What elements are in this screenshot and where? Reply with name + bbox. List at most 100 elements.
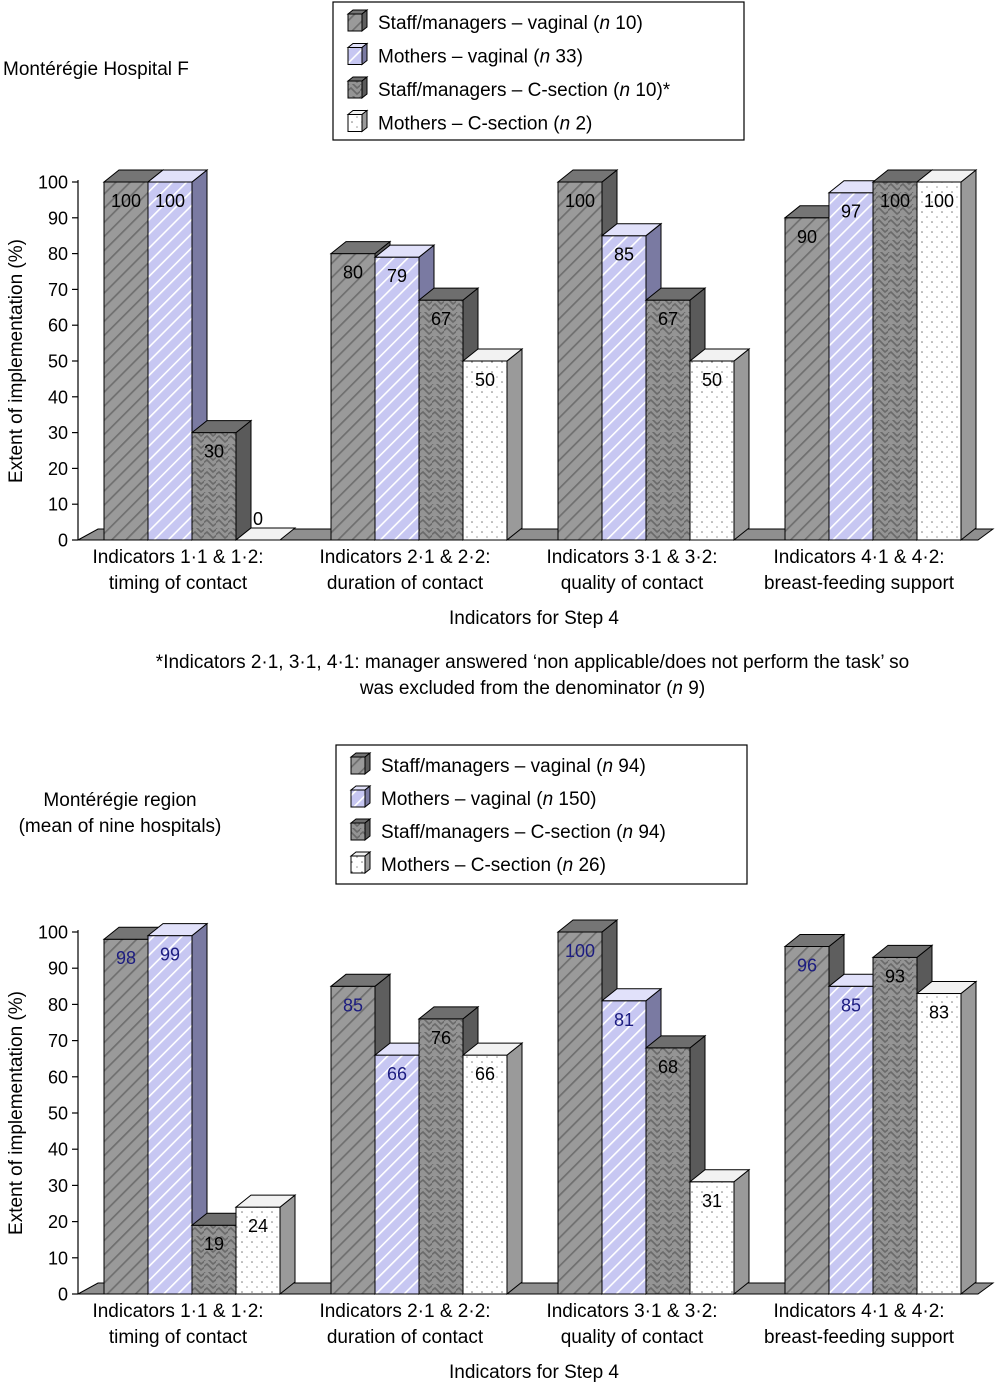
bar-front-mother <box>147 181 193 541</box>
bar-side-dots <box>960 168 977 542</box>
y-tick-label: 10 <box>48 495 68 515</box>
bar-front-staff <box>557 931 603 1295</box>
bar-front-dots <box>916 993 962 1295</box>
legend-label: Staff/managers – vaginal (n 10) <box>378 13 643 34</box>
legend-swatch-staff <box>347 13 363 32</box>
region-title-line2: (mean of nine hospitals) <box>18 816 222 837</box>
bar-top-dots <box>461 1042 524 1056</box>
y-tick-label: 40 <box>48 387 68 407</box>
legend-swatch-side <box>364 817 371 842</box>
y-tick-label: 60 <box>48 1067 68 1087</box>
bar-top-wave <box>644 287 707 301</box>
category-label: Indicators 2·1 & 2·2: <box>319 547 490 568</box>
bar-front-staff <box>330 253 376 541</box>
bar-value-label: 0 <box>253 509 263 529</box>
bar-value-label: 96 <box>797 955 817 975</box>
bar-side-dots <box>733 347 750 542</box>
category-label: Indicators 3·1 & 3·2: <box>546 547 717 568</box>
category-label: Indicators 4·1 & 4·2: <box>773 547 944 568</box>
y-tick-label: 50 <box>48 1104 68 1124</box>
bar-front-mother <box>828 192 874 541</box>
bar-value-label: 30 <box>204 442 224 462</box>
bar-value-label: 99 <box>160 945 180 965</box>
bar-value-label: 50 <box>475 370 495 390</box>
bar-front-mother <box>601 235 647 541</box>
category-label: timing of contact <box>109 1327 248 1348</box>
y-tick-label: 90 <box>48 208 68 228</box>
bar-value-label: 24 <box>248 1216 268 1236</box>
bar-front-wave <box>872 181 918 541</box>
legend-swatch-side <box>361 42 368 66</box>
category-label: Indicators 4·1 & 4·2: <box>773 1301 944 1322</box>
bar-front-dots <box>689 1181 735 1295</box>
y-tick-label: 70 <box>48 1031 68 1051</box>
bar-top-dots <box>688 1169 751 1183</box>
bar-value-label: 67 <box>658 309 678 329</box>
bar-value-label: 85 <box>343 995 363 1015</box>
y-tick-label: 70 <box>48 280 68 300</box>
bar-value-label: 100 <box>565 941 595 961</box>
legend-swatch-mother <box>350 789 366 808</box>
bar-top-dots <box>915 169 978 183</box>
category-label: Indicators 1·1 & 1·2: <box>92 1301 263 1322</box>
legend-label: Staff/managers – C-section (n 94) <box>381 822 666 843</box>
y-tick-label: 50 <box>48 352 68 372</box>
bar-side-dots <box>506 1042 523 1296</box>
footnote-line2-b: 9) <box>683 678 706 699</box>
bar-side-wave <box>235 419 252 542</box>
y-tick-label: 20 <box>48 459 68 479</box>
bar-top-mother <box>600 223 663 237</box>
region-title-line1: Montérégie region <box>43 790 197 811</box>
hospital-title: Montérégie Hospital F <box>3 59 189 80</box>
legend-label: Mothers – vaginal (n 33) <box>378 47 583 68</box>
legend-box <box>335 744 748 885</box>
bar-front-staff <box>330 985 376 1295</box>
bar-top-wave <box>644 1035 707 1049</box>
bar-top-wave <box>417 1006 480 1020</box>
bar-front-wave <box>645 1047 691 1295</box>
category-label: duration of contact <box>327 1327 484 1348</box>
bar-front-mother <box>828 985 874 1295</box>
bar-value-label: 100 <box>880 191 910 211</box>
bar-top-mother <box>146 923 209 937</box>
legend-swatch-wave <box>350 822 366 841</box>
bar-front-mother <box>147 935 193 1295</box>
legend-swatch-dots <box>347 114 363 132</box>
bar-value-label: 66 <box>475 1064 495 1084</box>
bar-side-dots <box>960 980 977 1296</box>
bar-front-wave <box>191 432 237 541</box>
bar-value-label: 93 <box>885 966 905 986</box>
bar-value-label: 90 <box>797 227 817 247</box>
bar-value-label: 76 <box>431 1028 451 1048</box>
legend-swatch-side <box>364 784 371 809</box>
bar-top-dots <box>688 348 751 362</box>
category-label: timing of contact <box>109 573 248 594</box>
y-tick-label: 0 <box>58 531 68 551</box>
bar-value-label: 79 <box>387 266 407 286</box>
bar-top-wave <box>190 420 253 434</box>
bar-top-dots <box>915 981 978 995</box>
category-label: breast-feeding support <box>764 573 955 594</box>
category-label: quality of contact <box>561 1327 704 1348</box>
legend-box <box>332 1 745 141</box>
bar-top-staff <box>329 241 392 255</box>
bar-front-staff <box>103 938 149 1295</box>
y-tick-label: 20 <box>48 1212 68 1232</box>
y-axis-title: Extent of implementation (%) <box>6 991 27 1235</box>
footnote-line2-a: was excluded from the denominator ( <box>359 678 673 699</box>
x-axis-title: Indicators for Step 4 <box>449 1362 619 1383</box>
bar-front-wave <box>418 299 464 541</box>
x-axis-title: Indicators for Step 4 <box>449 608 619 629</box>
y-tick-label: 100 <box>38 173 68 193</box>
bar-value-label: 98 <box>116 948 136 968</box>
bar-value-label: 97 <box>841 202 861 222</box>
category-label: Indicators 1·1 & 1·2: <box>92 547 263 568</box>
bar-front-staff <box>784 217 830 541</box>
bar-front-wave <box>418 1018 464 1295</box>
y-tick-label: 80 <box>48 995 68 1015</box>
bar-front-mother <box>601 1000 647 1295</box>
legend-swatch-wave <box>347 80 363 99</box>
bar-value-label: 100 <box>111 191 141 211</box>
bar-top-wave <box>417 287 480 301</box>
bar-front-staff <box>103 181 149 541</box>
